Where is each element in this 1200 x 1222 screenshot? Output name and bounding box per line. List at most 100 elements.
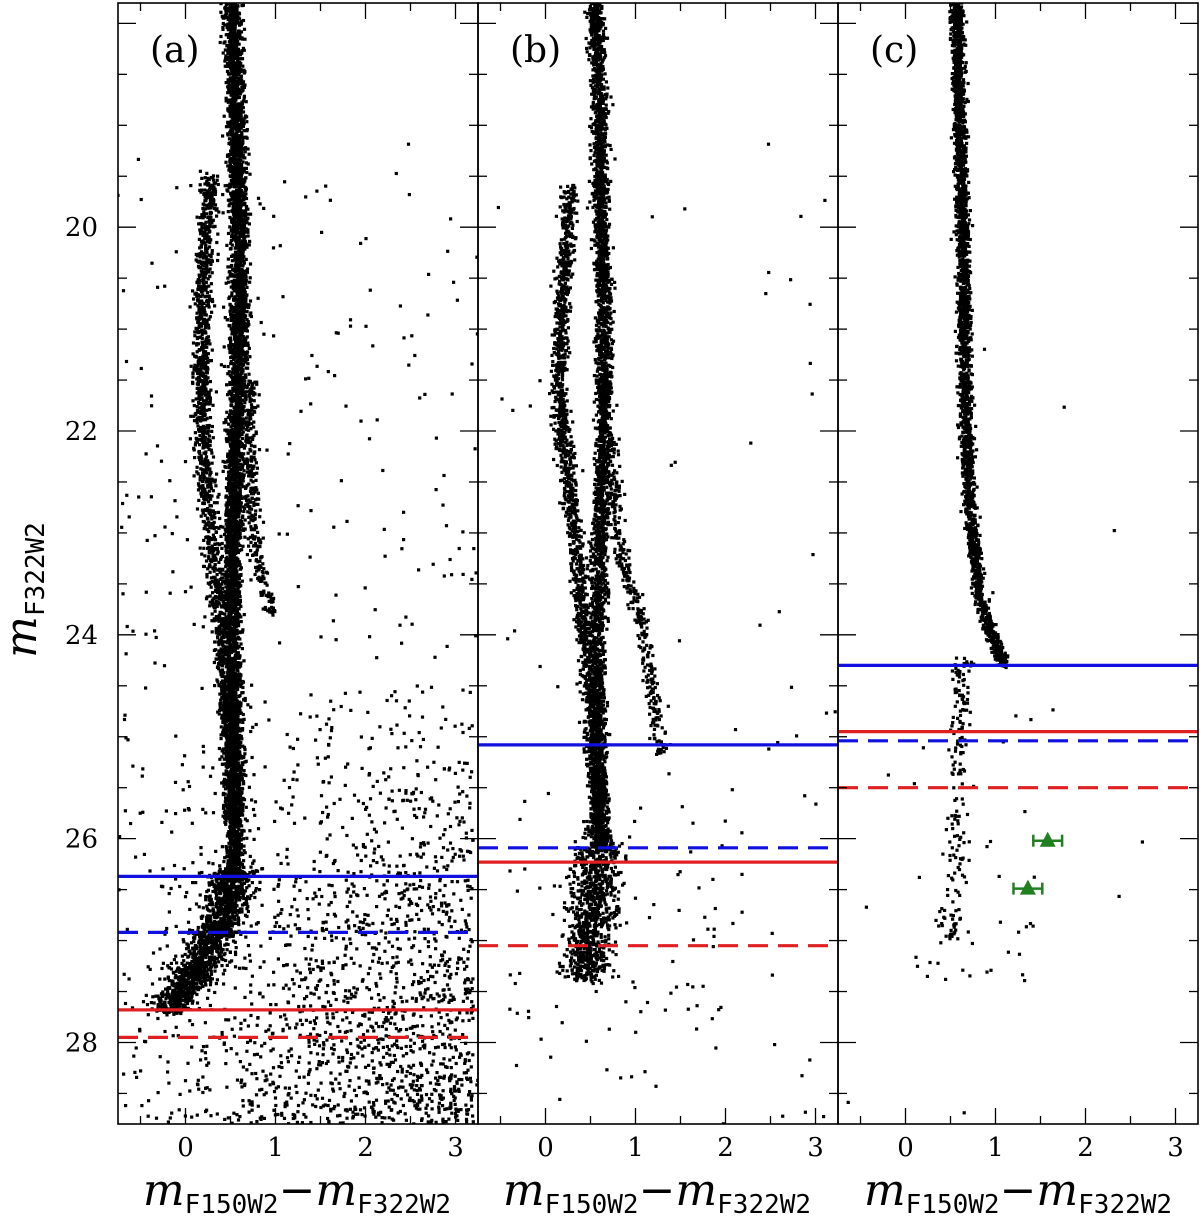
point-main: [240, 424, 244, 429]
point-main: [231, 684, 235, 688]
point-main: [237, 435, 241, 439]
point-main: [216, 550, 220, 554]
point-main: [240, 341, 244, 345]
point-main: [241, 802, 245, 806]
point-main: [226, 189, 230, 193]
point-main: [247, 303, 251, 307]
point-main: [238, 301, 242, 305]
point-main: [229, 603, 233, 607]
point-main: [236, 501, 240, 506]
point-main: [226, 677, 230, 681]
point-main: [232, 687, 236, 691]
point-main: [236, 360, 240, 364]
point-main: [240, 790, 244, 795]
point-main: [238, 519, 242, 523]
point-main: [225, 562, 229, 566]
point-main: [240, 466, 245, 470]
point-main: [228, 562, 233, 566]
point-main: [234, 680, 238, 684]
point-main: [231, 230, 235, 234]
point-main: [230, 630, 234, 634]
point-main: [234, 508, 238, 512]
point-main: [224, 64, 229, 68]
point-main: [242, 509, 246, 513]
point-main: [236, 481, 240, 485]
point-main: [240, 172, 244, 176]
point-main: [229, 185, 233, 189]
point-main: [241, 685, 245, 690]
point-main: [237, 601, 241, 605]
point-main: [226, 365, 230, 369]
point-main: [238, 631, 242, 635]
point-main: [244, 166, 248, 170]
point-main: [228, 551, 232, 555]
point-main: [236, 426, 240, 430]
point-main: [236, 194, 240, 198]
point-main: [246, 162, 250, 166]
point-main: [226, 26, 230, 30]
point-main: [228, 32, 232, 36]
point-main: [237, 433, 241, 437]
point-main: [227, 613, 231, 617]
point-main: [238, 486, 242, 490]
point-main: [230, 209, 234, 213]
point-main: [237, 415, 241, 419]
point-main: [227, 137, 232, 141]
point-main: [234, 476, 238, 480]
point-main: [233, 255, 238, 259]
point-main: [243, 343, 247, 347]
point-main: [235, 301, 239, 305]
point-main: [246, 504, 250, 509]
point-main: [232, 434, 236, 438]
point-main: [228, 336, 233, 340]
data-points: [118, 3, 478, 1124]
point-main: [233, 673, 237, 677]
point-main: [224, 581, 228, 585]
point-main: [229, 359, 233, 364]
point-main: [233, 692, 237, 696]
point-main: [239, 352, 243, 356]
point-main: [238, 501, 242, 505]
point-main: [233, 727, 237, 731]
point-main: [245, 343, 249, 347]
point-main: [244, 214, 248, 219]
point-main: [238, 782, 242, 786]
point-main: [221, 211, 225, 215]
point-main: [225, 33, 229, 37]
point-main: [235, 448, 239, 452]
point-main: [237, 221, 241, 225]
point-main: [242, 221, 246, 225]
point-main: [245, 285, 249, 289]
point-main: [232, 519, 236, 523]
point-main: [234, 513, 238, 517]
point-main: [239, 251, 244, 255]
point-main: [247, 222, 251, 226]
point-main: [227, 545, 231, 549]
point-main: [239, 246, 243, 250]
point-main: [233, 307, 237, 311]
point-main: [237, 61, 241, 66]
point-main: [228, 347, 232, 351]
point-main: [225, 664, 229, 668]
point-main: [240, 271, 244, 275]
point-main: [229, 403, 233, 407]
point-main: [238, 467, 242, 471]
point-main: [233, 55, 238, 59]
point-main: [229, 532, 233, 536]
point-main: [226, 582, 230, 586]
point-main: [236, 197, 240, 201]
point-main: [242, 198, 246, 202]
point-main: [242, 279, 247, 283]
point-main: [240, 630, 244, 634]
point-main: [236, 687, 240, 692]
point-main: [236, 495, 240, 499]
point-main: [232, 285, 237, 290]
point-main: [231, 603, 235, 607]
point-main: [236, 179, 240, 183]
point-main: [231, 461, 235, 465]
point-main: [222, 421, 226, 425]
point-main: [229, 141, 233, 145]
point-main: [227, 695, 231, 699]
point-main: [247, 498, 251, 502]
point-main: [226, 107, 230, 111]
